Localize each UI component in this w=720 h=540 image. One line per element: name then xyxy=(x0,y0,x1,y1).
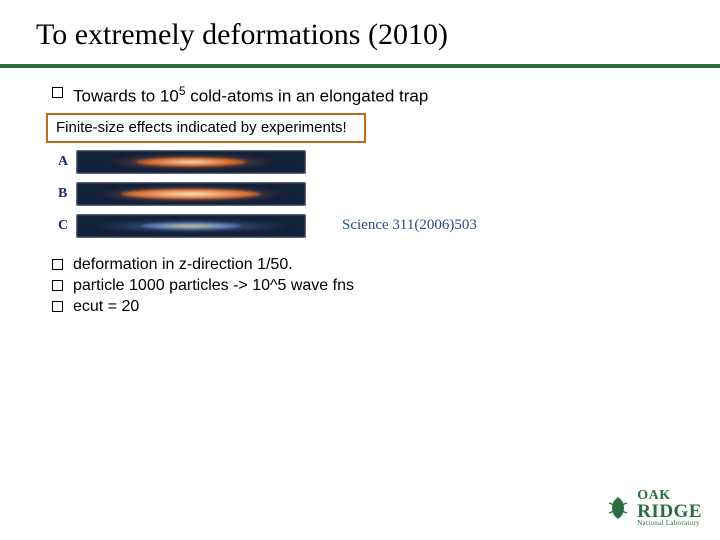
bullet-suffix: cold-atoms in an elongated trap xyxy=(185,87,428,106)
bullet-item: particle 1000 particles -> 10^5 wave fns xyxy=(52,277,680,295)
details-bullets: deformation in z-direction 1/50. particle… xyxy=(52,256,680,316)
bullet-text: ecut = 20 xyxy=(73,298,139,316)
leaf-icon xyxy=(605,495,631,521)
bullet-prefix: Towards to 10 xyxy=(73,87,179,106)
trap-row: A xyxy=(58,147,318,177)
trap-label: C xyxy=(58,218,76,234)
bullet-text: Towards to 105 cold-atoms in an elongate… xyxy=(73,84,428,107)
logo-line3: National Laboratory xyxy=(637,520,702,526)
trap-row: B xyxy=(58,179,318,209)
page-title: To extremely deformations (2010) xyxy=(0,0,720,64)
callout-finite-size: Finite-size effects indicated by experim… xyxy=(46,113,366,144)
trap-image xyxy=(76,214,306,238)
content-area: Towards to 105 cold-atoms in an elongate… xyxy=(0,68,720,316)
trap-label: B xyxy=(58,186,76,202)
trap-image xyxy=(76,150,306,174)
trap-image xyxy=(76,182,306,206)
bullet-text: deformation in z-direction 1/50. xyxy=(73,256,293,274)
bullet-item: deformation in z-direction 1/50. xyxy=(52,256,680,274)
trap-images-panel: ABC xyxy=(58,147,318,241)
bullet-item: ecut = 20 xyxy=(52,298,680,316)
bullet-icon xyxy=(52,280,63,291)
bullet-icon xyxy=(52,301,63,312)
logo-line2: RIDGE xyxy=(637,503,702,520)
bullet-towards: Towards to 105 cold-atoms in an elongate… xyxy=(52,84,680,107)
bullet-icon xyxy=(52,87,63,98)
bullet-text: particle 1000 particles -> 10^5 wave fns xyxy=(73,277,354,295)
logo-text: OAK RIDGE National Laboratory xyxy=(637,490,702,526)
trap-label: A xyxy=(58,154,76,170)
bullet-icon xyxy=(52,259,63,270)
citation-text: Science 311(2006)503 xyxy=(342,217,680,234)
trap-row: C xyxy=(58,211,318,241)
oak-ridge-logo: OAK RIDGE National Laboratory xyxy=(605,490,702,526)
